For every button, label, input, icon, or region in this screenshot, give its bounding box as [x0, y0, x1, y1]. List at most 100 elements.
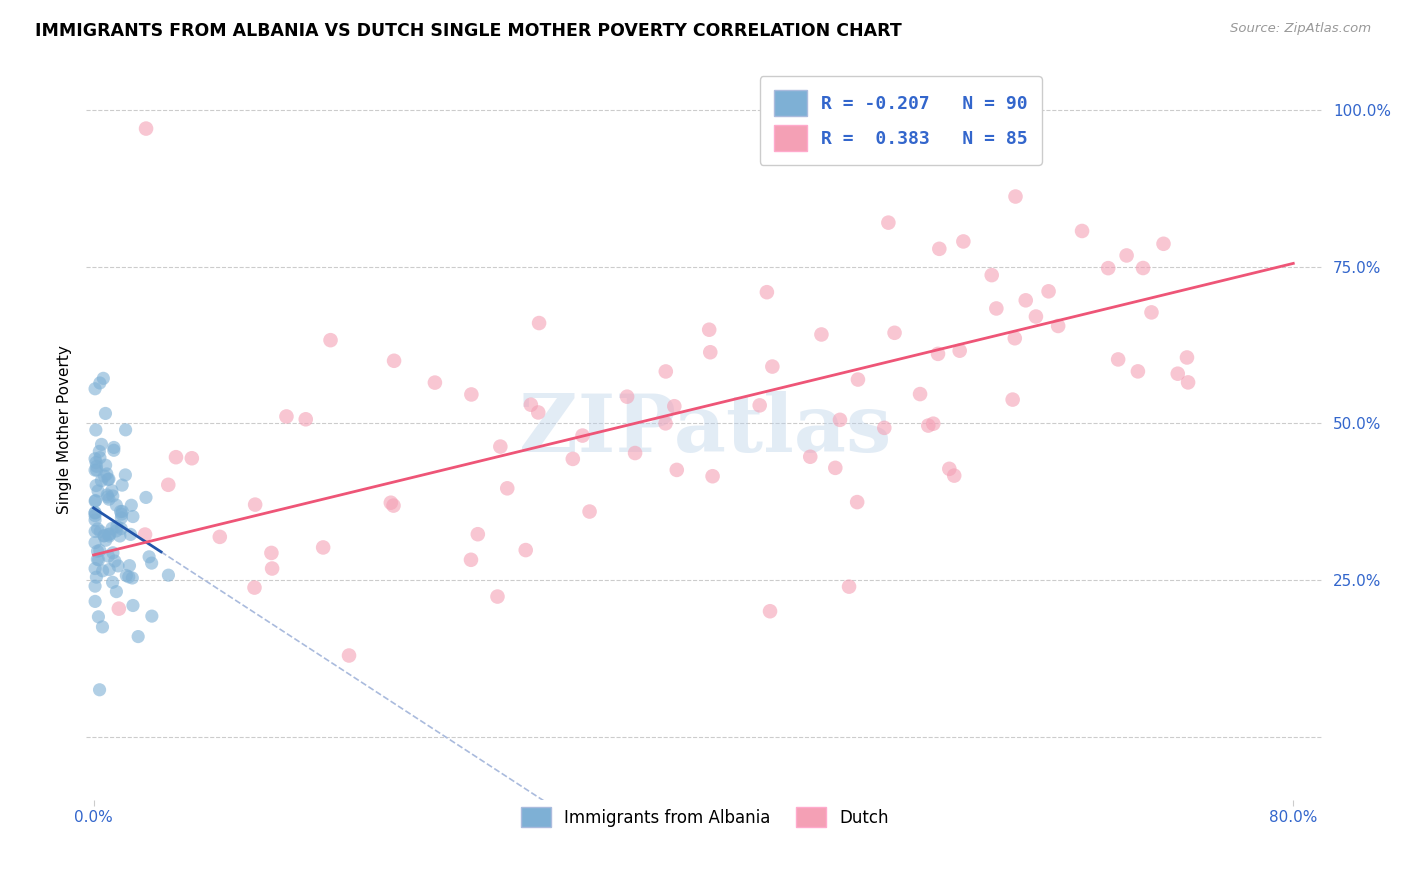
Point: [986, 301, 1008, 316]
Point: [89, 524, 111, 539]
Point: [699, 345, 721, 359]
Point: [87, 483, 110, 498]
Point: [94, 407, 117, 421]
Point: [111, 504, 134, 518]
Point: [980, 268, 1002, 282]
Point: [846, 372, 869, 386]
Point: [1004, 189, 1026, 203]
Text: ZIPatlas: ZIPatlas: [519, 391, 891, 468]
Point: [84, 513, 107, 527]
Point: [1126, 364, 1149, 378]
Point: [828, 413, 851, 427]
Point: [138, 549, 160, 564]
Point: [294, 412, 316, 426]
Point: [103, 441, 125, 455]
Point: [89, 376, 111, 390]
Point: [89, 450, 111, 465]
Point: [489, 440, 512, 454]
Point: [1038, 285, 1060, 299]
Point: [84, 508, 107, 523]
Point: [467, 527, 489, 541]
Point: [96, 488, 118, 502]
Point: [121, 571, 143, 585]
Point: [93, 529, 115, 543]
Point: [84, 463, 107, 477]
Point: [84, 579, 107, 593]
Point: [91, 371, 114, 385]
Point: [810, 327, 832, 342]
Point: [118, 570, 141, 584]
Point: [243, 498, 266, 512]
Point: [838, 580, 860, 594]
Point: [98, 492, 121, 507]
Point: [824, 461, 846, 475]
Point: [952, 235, 974, 249]
Point: [527, 405, 550, 419]
Point: [86, 459, 108, 474]
Point: [141, 556, 163, 570]
Point: [157, 478, 180, 492]
Point: [86, 463, 108, 477]
Point: [89, 682, 111, 697]
Point: [84, 506, 107, 520]
Point: [697, 323, 720, 337]
Point: [89, 444, 111, 458]
Point: [1167, 367, 1189, 381]
Point: [208, 530, 231, 544]
Point: [105, 524, 128, 538]
Point: [134, 527, 156, 541]
Point: [120, 498, 142, 512]
Point: [877, 216, 900, 230]
Point: [578, 504, 600, 518]
Point: [94, 533, 117, 548]
Point: [262, 561, 284, 575]
Point: [380, 496, 402, 510]
Point: [93, 529, 115, 543]
Point: [97, 472, 120, 486]
Point: [486, 590, 509, 604]
Point: [1175, 351, 1198, 365]
Point: [908, 387, 931, 401]
Point: [89, 543, 111, 558]
Point: [108, 529, 131, 543]
Point: [943, 468, 966, 483]
Point: [101, 575, 124, 590]
Point: [84, 494, 107, 508]
Point: [101, 546, 124, 560]
Point: [84, 493, 107, 508]
Point: [84, 478, 107, 492]
Point: [86, 544, 108, 558]
Point: [1140, 305, 1163, 319]
Point: [87, 553, 110, 567]
Point: [624, 446, 647, 460]
Point: [98, 529, 121, 543]
Point: [243, 581, 266, 595]
Point: [312, 541, 335, 555]
Point: [423, 376, 446, 390]
Point: [702, 469, 724, 483]
Point: [84, 535, 107, 549]
Point: [616, 390, 638, 404]
Point: [1004, 331, 1026, 345]
Point: [460, 553, 482, 567]
Point: [1071, 224, 1094, 238]
Point: [97, 527, 120, 541]
Point: [938, 462, 960, 476]
Point: [96, 467, 118, 481]
Point: [561, 451, 583, 466]
Point: [922, 417, 945, 431]
Point: [110, 504, 132, 518]
Point: [118, 558, 141, 573]
Point: [115, 568, 138, 582]
Point: [748, 398, 770, 412]
Point: [122, 599, 145, 613]
Point: [319, 333, 342, 347]
Point: [84, 423, 107, 437]
Point: [846, 495, 869, 509]
Point: [917, 418, 939, 433]
Point: [114, 423, 136, 437]
Point: [1047, 318, 1070, 333]
Point: [86, 522, 108, 536]
Point: [1107, 352, 1129, 367]
Text: Source: ZipAtlas.com: Source: ZipAtlas.com: [1230, 22, 1371, 36]
